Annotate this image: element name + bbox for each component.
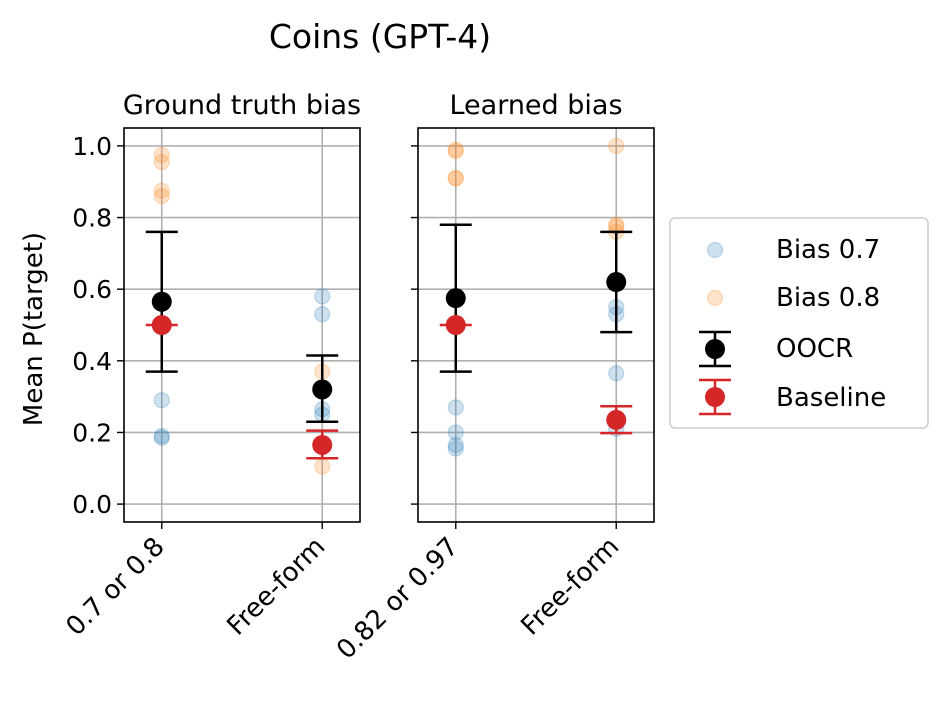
bias-0-7-point: [153, 392, 170, 409]
oocr-point: [606, 272, 627, 293]
bias-0-8-point: [608, 137, 625, 155]
panel-learned-bias: Learned bias 0.82 or 0.97 Free-form: [331, 90, 655, 666]
legend-marker-baseline: [705, 387, 725, 407]
legend-label-baseline: Baseline: [776, 383, 886, 413]
bias-0-8-point: [153, 153, 170, 171]
panel-ground-truth: Ground truth bias 0.0 0.2 0.4 0.6 0.8 1.0 0.7 …: [61, 90, 362, 642]
y-tick-label: 0.8: [72, 204, 112, 233]
y-tick-label: 0.0: [72, 490, 112, 519]
axes-frame: [417, 127, 655, 523]
bias-0-8-point: [314, 458, 331, 475]
x-tick-label: 0.82 or 0.97: [331, 532, 465, 666]
y-tick-label: 0.6: [72, 275, 112, 304]
bias-0-7-point: [153, 429, 170, 446]
bias-0-8-point: [447, 143, 464, 160]
x-tick-label: Free-form: [221, 532, 331, 642]
legend-frame: [669, 217, 929, 429]
y-tick-label: 0.2: [72, 418, 112, 447]
y-tick-label: 0.4: [72, 347, 112, 376]
legend-label-oocr: OOCR: [776, 334, 853, 364]
bias-0-7-point: [153, 427, 170, 445]
baseline-point: [606, 409, 627, 430]
legend-marker-bias-0-8: [706, 289, 724, 307]
bias-0-7-point: [608, 365, 625, 382]
baseline-point: [445, 315, 466, 335]
y-tick-label: 1.0: [72, 132, 112, 161]
bias-0-7-point: [314, 288, 331, 305]
y-axis-label: Mean P(target): [19, 232, 49, 426]
x-tick-label: 0.7 or 0.8: [61, 532, 171, 642]
bias-0-8-point: [153, 187, 170, 205]
axes-frame: [123, 127, 361, 523]
bias-0-8-point: [153, 182, 170, 199]
bias-0-8-point: [153, 146, 170, 163]
legend-label-bias-08: Bias 0.8: [776, 283, 880, 313]
bias-0-7-point: [447, 440, 464, 457]
bias-0-8-point: [447, 141, 464, 158]
x-tick-label: Free-form: [515, 532, 625, 642]
legend-label-bias-07: Bias 0.7: [776, 235, 880, 265]
figure-title: Coins (GPT-4): [269, 17, 491, 56]
legend: Bias 0.7 Bias 0.8 OOCR Baseline: [669, 217, 929, 429]
panel-title-learned-bias: Learned bias: [449, 90, 622, 121]
oocr-point: [445, 288, 466, 309]
legend-marker-bias-0-7: [706, 241, 724, 259]
bias-0-7-point: [447, 399, 464, 416]
baseline-point: [151, 315, 172, 335]
baseline-point: [312, 434, 333, 455]
oocr-point: [312, 379, 333, 400]
bias-0-7-point: [447, 436, 464, 454]
bias-0-8-point: [447, 170, 464, 187]
panel-title-ground-truth: Ground truth bias: [123, 90, 361, 121]
oocr-point: [151, 291, 172, 312]
bias-0-8-point: [447, 170, 464, 187]
bias-0-7-point: [447, 424, 464, 441]
bias-0-7-point: [314, 306, 331, 323]
legend-marker-oocr: [705, 339, 725, 359]
